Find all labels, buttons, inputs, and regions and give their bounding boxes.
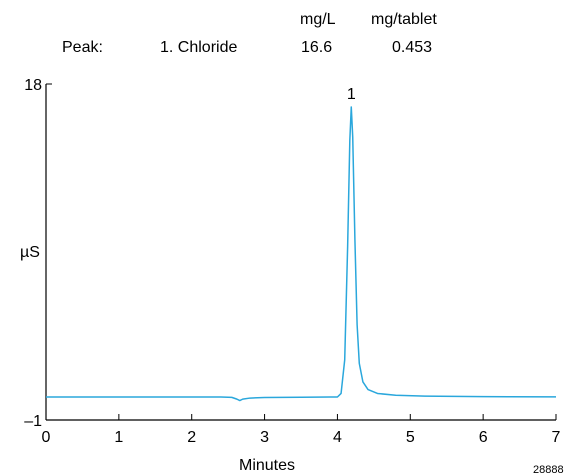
x-tick-label: 3 [260,429,269,446]
x-tick-label: 0 [42,429,51,446]
peak-row-mg-per-l: 16.6 [301,39,332,56]
peak-number-label: 1 [347,86,356,103]
figure-id: 28888 [533,464,564,476]
y-tick-label: 18 [24,77,42,94]
x-tick-label: 2 [187,429,196,446]
peak-table-header-mg-per-tablet: mg/tablet [371,11,437,28]
peak-label: Peak: [62,39,103,56]
x-tick-label: 4 [333,429,342,446]
peak-table-header-mg-per-l: mg/L [300,11,336,28]
plot-area [46,106,557,402]
x-axis-ticks: 0 1 2 3 4 5 6 7 [42,414,561,446]
x-tick-label: 5 [406,429,415,446]
peak-annotations: 1 [347,86,356,103]
y-axis-ticks: 18 –1 [24,77,52,430]
x-tick-label: 1 [114,429,123,446]
chromatogram-trace [46,106,557,402]
y-tick-label: –1 [24,413,42,430]
x-tick-label: 7 [552,429,561,446]
peak-row-name: 1. Chloride [160,39,237,56]
peak-table: mg/L mg/tablet Peak: 1. Chloride 16.6 0.… [62,11,437,56]
peak-row-mg-per-tablet: 0.453 [392,39,432,56]
x-axis-label: Minutes [239,457,295,474]
x-tick-label: 6 [479,429,488,446]
y-axis-label: µS [20,244,40,261]
